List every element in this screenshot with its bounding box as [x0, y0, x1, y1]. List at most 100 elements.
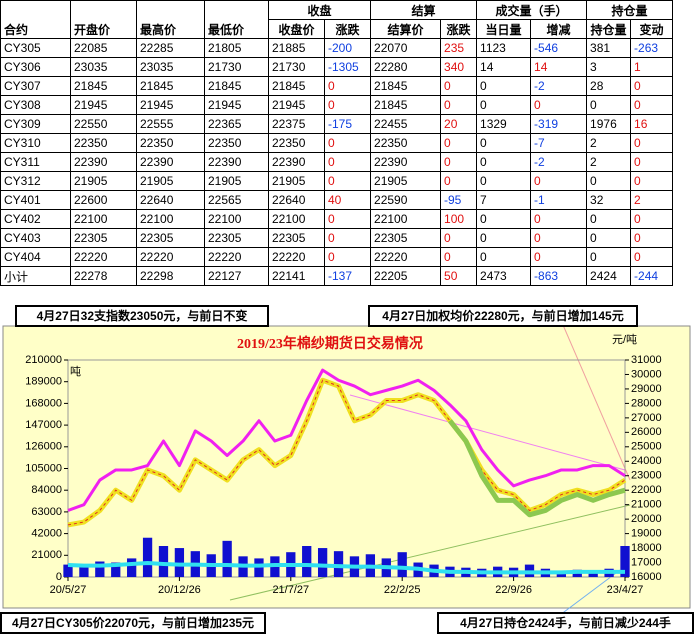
table-cell: 100	[440, 209, 478, 229]
y2-tick-label: 27000	[631, 412, 662, 424]
table-cell: 21730	[268, 57, 325, 77]
annotation: 4月27日CY305价22070元，与前日增加235元	[0, 612, 266, 634]
volume-bar	[127, 558, 137, 577]
header-cell: 最低价	[204, 0, 269, 39]
table-cell: 22220	[268, 247, 325, 267]
chart-frame	[2, 325, 691, 609]
y2-tick-label: 26000	[631, 426, 662, 438]
table-row: CY312 21905 21905 21905 21905 0 21905 0 0 0 0 0	[0, 171, 674, 191]
y-tick-label: 189000	[25, 376, 62, 388]
table-cell: 21845	[370, 95, 442, 115]
header-cell: 成交量（手）	[476, 0, 588, 20]
table-cell: 22298	[136, 266, 205, 286]
table-cell: 22305	[268, 228, 325, 248]
y-tick-label: 147000	[25, 419, 62, 431]
y2-tick-label: 31000	[631, 354, 662, 366]
table-cell: 21845	[204, 76, 269, 96]
table-cell: 小计	[0, 266, 71, 286]
table-cell: CY306	[0, 57, 71, 77]
y-tick-label: 126000	[25, 441, 62, 453]
volume-bar	[333, 551, 344, 577]
x-tick-label: 20/5/27	[50, 584, 87, 596]
header-cell: 变动	[630, 19, 674, 39]
x-tick-label: 21/7/27	[272, 584, 309, 596]
table-cell: CY404	[0, 247, 71, 267]
table-cell: CY305	[0, 38, 71, 58]
volume-bar	[620, 546, 630, 577]
table-cell: 22390	[70, 152, 137, 172]
table-cell: -863	[530, 266, 588, 286]
table-row: CY401 22600 22640 22565 22640 40 22590 -95 7 -1 32…	[0, 190, 674, 210]
y2-tick-label: 24000	[631, 455, 662, 467]
y-tick-label: 21000	[31, 549, 62, 561]
table-cell: 22278	[70, 266, 137, 286]
y-label: 吨	[70, 365, 81, 378]
y-tick-label: 63000	[31, 506, 62, 518]
table-cell: 40	[323, 190, 372, 210]
y-tick-label: 0	[56, 571, 62, 583]
header-cell: 结算价	[370, 19, 442, 39]
y2-tick-label: 19000	[631, 528, 662, 540]
table-cell: -244	[630, 266, 674, 286]
volume-bar	[174, 548, 185, 577]
table-cell: 22590	[370, 190, 442, 210]
y2-tick-label: 18000	[631, 542, 662, 554]
table-cell: 22220	[70, 247, 137, 267]
x-tick-label: 20/12/26	[158, 584, 201, 596]
table-row: CY403 22305 22305 22305 22305 0 22305 0 0 0 0 0	[0, 228, 674, 248]
volume-bar	[111, 562, 121, 577]
y2-tick-label: 22000	[631, 484, 662, 496]
y-tick-label: 168000	[25, 397, 62, 409]
table-cell: CY308	[0, 95, 71, 115]
table-cell: 21845	[268, 76, 325, 96]
y2-tick-label: 16000	[631, 571, 662, 583]
y2-tick-label: 25000	[631, 441, 662, 453]
header-cell: 收盘价	[268, 19, 325, 39]
table-cell: 23035	[70, 57, 137, 77]
header-cell: 合约	[0, 0, 71, 39]
table-row: CY307 21845 21845 21845 21845 0 21845 0 0 -2 28 0	[0, 76, 674, 96]
table-cell: 22085	[70, 38, 137, 58]
table-cell: -137	[323, 266, 372, 286]
table-cell: 22565	[204, 190, 269, 210]
chart-title: 2019/23年棉纱期货日交易情况	[237, 335, 423, 352]
y2-tick-label: 17000	[631, 556, 662, 568]
table-cell: -263	[630, 38, 674, 58]
y2-tick-label: 20000	[631, 513, 662, 525]
y2-label: 元/吨	[612, 333, 637, 346]
table-cell: 22365	[204, 114, 269, 134]
table-cell: 381	[586, 38, 632, 58]
y-tick-label: 105000	[25, 462, 62, 474]
y2-tick-label: 23000	[631, 470, 662, 482]
table-cell: 22390	[370, 152, 442, 172]
volume-bar	[63, 564, 73, 577]
table-cell: 21905	[268, 171, 325, 191]
table-row: CY309 22550 22555 22365 22375 -175 22455 20 1329…	[0, 114, 674, 134]
table-cell: 22390	[136, 152, 205, 172]
volume-bar	[588, 570, 598, 577]
table-cell: 22350	[370, 133, 442, 153]
table-row: CY306 23035 23035 21730 21730 -1305 22280 340 14…	[0, 57, 674, 77]
table-cell: -1305	[323, 57, 372, 77]
table-cell: 22390	[204, 152, 269, 172]
header-row: 收盘价 涨跌 结算价 涨跌 当日量 增减 持仓量 变动	[1, 19, 674, 39]
volume-bar	[222, 540, 232, 577]
y-tick-label: 210000	[25, 354, 62, 366]
volume-bar	[95, 561, 105, 577]
volume-bar	[302, 546, 312, 577]
table-cell: 21845	[70, 76, 137, 96]
connector	[559, 317, 631, 481]
table-cell: 50	[440, 266, 478, 286]
header-cell: 当日量	[476, 19, 532, 39]
table-cell: 20	[440, 114, 478, 134]
table-cell: 32	[586, 190, 632, 210]
x-tick-label: 22/2/25	[384, 584, 421, 596]
series-line	[67, 368, 626, 512]
y2-tick-label: 28000	[631, 397, 662, 409]
table-cell: 340	[440, 57, 478, 77]
table-row: 小计 22278 22298 22127 22141 -137 22205 50 2473 -86…	[0, 266, 674, 286]
header-cell: 涨跌	[440, 19, 478, 39]
table-cell: CY311	[0, 152, 71, 172]
